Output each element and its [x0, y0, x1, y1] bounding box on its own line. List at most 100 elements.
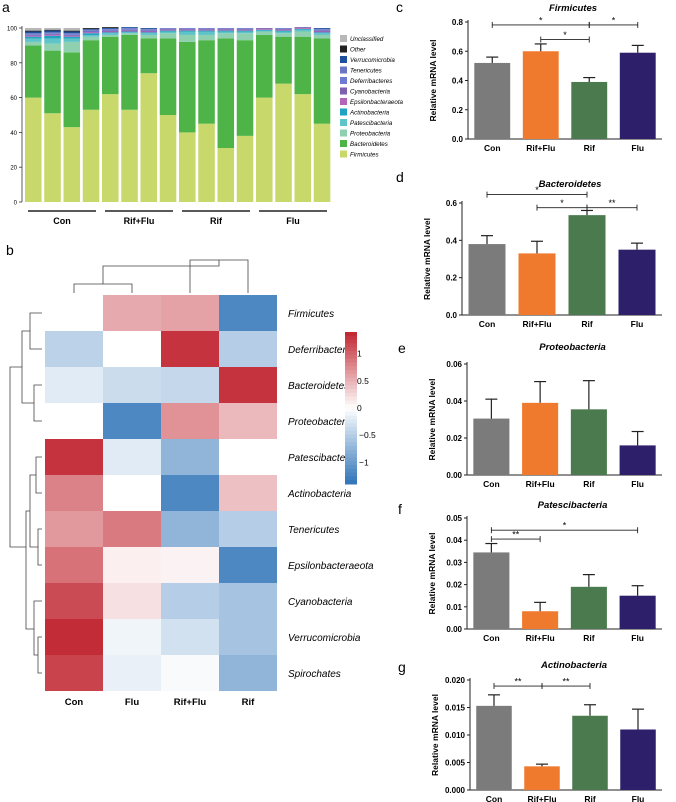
row-dendrogram-branch [29, 474, 38, 548]
bar-segment-tenericutes [82, 29, 100, 31]
bar-segment-proteobacteria [140, 34, 158, 39]
legend-label-other: Other [350, 47, 366, 54]
row-dendrogram-branch [9, 366, 26, 548]
y-tick-label: 0.6 [446, 199, 458, 208]
colorbar-tick-label: 0.5 [357, 376, 369, 386]
panel-b-heatmap: Firmicutes Deferribacteres Bacteroidetes Pr… [9, 259, 376, 708]
y-tick-label: 0.0 [446, 311, 458, 320]
heatmap-cell-verrucomicrobia-rif [219, 619, 277, 655]
bar-segment-patescibacteria [256, 30, 273, 32]
y-tick-label: 0.06 [446, 360, 462, 369]
panel-f-bar-chart: Patescibacteria Relative mRNA level 0.00 0.… [427, 500, 662, 643]
colorbar-step [345, 335, 357, 341]
y-tick-label: 0.02 [446, 434, 462, 443]
colorbar-step [345, 449, 357, 455]
bar-segment-firmicutes [140, 73, 158, 203]
bar-segment-actinobacteria [102, 32, 119, 34]
x-tick-label-rif: Rif [583, 633, 595, 643]
x-tick-label-rif: Rif [584, 794, 596, 802]
heatmap-cell-bacteroidetes-flu [103, 367, 161, 403]
bar-segment-deferribacteres [275, 28, 292, 29]
colorbar-step [345, 427, 357, 432]
legend-swatch-firmicutes [340, 150, 347, 158]
heatmap-cell-patescibacteria-rif-flu [161, 439, 219, 475]
bar-segment-proteobacteria [294, 31, 312, 37]
heatmap-cell-actinobacteria-rif [219, 475, 277, 511]
row-dendrogram-branch [37, 528, 42, 566]
bar-segment-unclassified [25, 28, 42, 31]
column-label-rif-flu: Rif+Flu [174, 697, 207, 708]
bar-segment-firmicutes [159, 115, 177, 202]
heatmap-cell-bacteroidetes-rif [219, 367, 277, 403]
legend-swatch-bacteroidetes [340, 140, 347, 147]
colorbar-step [345, 472, 357, 477]
x-tick-label-con: Con [486, 794, 503, 802]
y-tick-label: 0.00 [446, 625, 462, 634]
y-axis-label: Relative mRNA level [427, 379, 437, 461]
row-label-epsilonbacteraeota: Epsilonbacteraeota [288, 561, 374, 572]
y-tick-label: 100 [7, 27, 18, 33]
colorbar-tick-label: −1 [359, 457, 369, 467]
legend-swatch-verrucomicrobia [340, 56, 347, 63]
heatmap-cell-patescibacteria-flu [103, 439, 161, 475]
x-tick-label-flu: Flu [631, 633, 644, 643]
panel-d-bar-chart: Bacteroidetes Relative mRNA level 0.0 0.2 0.… [422, 179, 662, 329]
bar-segment-cyanobacteria [121, 29, 138, 31]
significance-label: * [539, 15, 543, 25]
heatmap-cell-tenericutes-rif-flu [161, 511, 219, 547]
legend-label-deferribacteres: Deferribacteres [350, 78, 392, 85]
row-label-cyanobacteria: Cyanobacteria [288, 597, 353, 608]
bar-segment-cyanobacteria [179, 28, 196, 30]
bar-segment-other [82, 28, 100, 29]
legend-label-patescibacteria: Patescibacteria [350, 120, 393, 127]
bar-segment-patescibacteria [179, 31, 196, 35]
row-label-bacteroidetes: Bacteroidetes [288, 381, 349, 392]
significance-label: ** [608, 198, 616, 208]
colorbar-step [345, 465, 357, 470]
bar-segment-epsilonbacteraeota [179, 29, 196, 31]
panel-letter-e: e [398, 340, 406, 356]
y-tick-label: 0.6 [452, 47, 464, 56]
row-dendrogram-branch [35, 456, 42, 494]
bar-segment-cyanobacteria [102, 30, 119, 32]
y-tick-label: 0 [14, 201, 18, 207]
chart-title: Firmicutes [549, 3, 597, 14]
panel-e-bar-chart: Proteobacteria Relative mRNA level 0.00 0.0… [427, 342, 662, 489]
colorbar-step [345, 354, 357, 360]
bar-segment-epsilonbacteraeota [217, 29, 235, 31]
bar-segment-tenericutes [140, 28, 158, 30]
heatmap-cell-spirochates-con [45, 655, 103, 691]
bar-segment-deferribacteres [217, 28, 235, 29]
heatmap-cell-spirochates-flu [103, 655, 161, 691]
bar-flu [619, 445, 656, 475]
bar-segment-patescibacteria [44, 38, 61, 44]
legend-swatch-deferribacteres [340, 77, 347, 84]
row-dendrogram-branch [37, 636, 42, 674]
bar-segment-actinobacteria [63, 36, 81, 39]
x-tick-label-flu: Flu [631, 319, 644, 329]
y-tick-label: 0.8 [452, 18, 464, 27]
colorbar-tick-label: 1 [357, 349, 362, 359]
bar-segment-actinobacteria [198, 30, 215, 32]
bar-segment-proteobacteria [275, 33, 292, 37]
bar-segment-other [102, 27, 119, 28]
significance-label: ** [512, 530, 520, 540]
bar-segment-tenericutes [44, 32, 61, 34]
bar-segment-firmicutes [217, 148, 235, 202]
bar-segment-cyanobacteria [63, 34, 81, 36]
bar-rif-flu [522, 402, 559, 475]
heatmap-cell-actinobacteria-con [45, 475, 103, 511]
group-label: Rif [210, 216, 223, 226]
bar-segment-cyanobacteria [275, 28, 292, 30]
colorbar-step [345, 339, 357, 344]
bar-segment-epsilonbacteraeota [82, 32, 100, 34]
bar-con [473, 418, 510, 475]
bar-segment-proteobacteria [25, 41, 42, 46]
y-tick-label: 0.4 [452, 77, 464, 86]
row-label-firmicutes: Firmicutes [288, 309, 334, 320]
bar-segment-tenericutes [63, 33, 81, 35]
bar-segment-proteobacteria [179, 34, 196, 42]
heatmap-cell-bacteroidetes-rif-flu [161, 367, 219, 403]
bar-segment-firmicutes [63, 127, 81, 202]
